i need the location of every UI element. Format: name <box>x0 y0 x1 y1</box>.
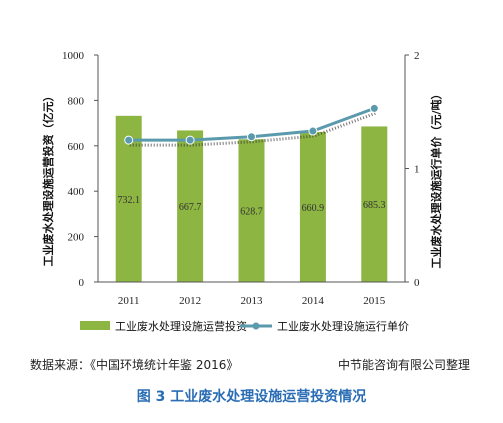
legend-swatch-investment <box>80 321 110 330</box>
y-axis-label-left: 工业废水处理设施运营投资（亿元） <box>41 91 55 267</box>
y-tick-200: 200 <box>68 232 85 244</box>
legend-label-unit-price: 工业废水处理设施运行单价 <box>277 319 409 333</box>
plot-area: 732.1 667.7 628.7 660.9 685.3 <box>115 103 388 283</box>
line-point-2012 <box>185 135 195 145</box>
legend-marker-unit-price <box>252 322 260 330</box>
compiler-text: 中节能咨询有限公司整理 <box>337 358 470 372</box>
y2-tick-2: 2 <box>414 50 420 62</box>
y2-tick-1: 1 <box>414 164 420 176</box>
bar-2014 <box>299 131 326 282</box>
figure-caption: 图 3 工业废水处理设施运营投资情况 <box>136 389 367 405</box>
axes: 0 200 400 600 800 1000 0 1 2 2011 2012 2013 2014 2015 <box>62 50 420 307</box>
bar-label-2012: 667.7 <box>179 202 202 213</box>
bar-label-2013: 628.7 <box>240 207 263 218</box>
data-source-text: 数据来源：《中国环境统计年鉴 2016》 <box>30 358 239 372</box>
y-tick-1000: 1000 <box>62 50 85 62</box>
bar-label-2015: 685.3 <box>363 200 386 211</box>
x-tick-2013: 2013 <box>241 295 264 307</box>
x-tick-2015: 2015 <box>363 295 386 307</box>
bar-2012 <box>177 130 204 282</box>
x-tick-2012: 2012 <box>179 295 201 307</box>
y-tick-400: 400 <box>68 186 85 198</box>
legend: 工业废水处理设施运营投资 工业废水处理设施运行单价 <box>80 319 409 333</box>
x-tick-2014: 2014 <box>302 295 325 307</box>
x-tick-2011: 2011 <box>118 295 140 307</box>
line-point-2014 <box>308 126 318 136</box>
y-tick-800: 800 <box>68 95 85 107</box>
legend-label-investment: 工业废水处理设施运营投资 <box>115 319 247 333</box>
line-point-2015 <box>369 103 379 113</box>
y-axis-label-right: 工业废水处理设施运行单价（元/吨） <box>429 88 443 268</box>
bar-2015 <box>361 126 388 283</box>
bar-label-2014: 660.9 <box>302 203 325 214</box>
y-tick-0: 0 <box>79 277 85 289</box>
line-point-2013 <box>247 132 256 142</box>
bar-2013 <box>238 139 265 282</box>
line-point-2011 <box>124 135 134 145</box>
y2-tick-0: 0 <box>414 277 420 289</box>
y-tick-600: 600 <box>68 141 85 153</box>
bar-label-2011: 732.1 <box>117 195 140 206</box>
